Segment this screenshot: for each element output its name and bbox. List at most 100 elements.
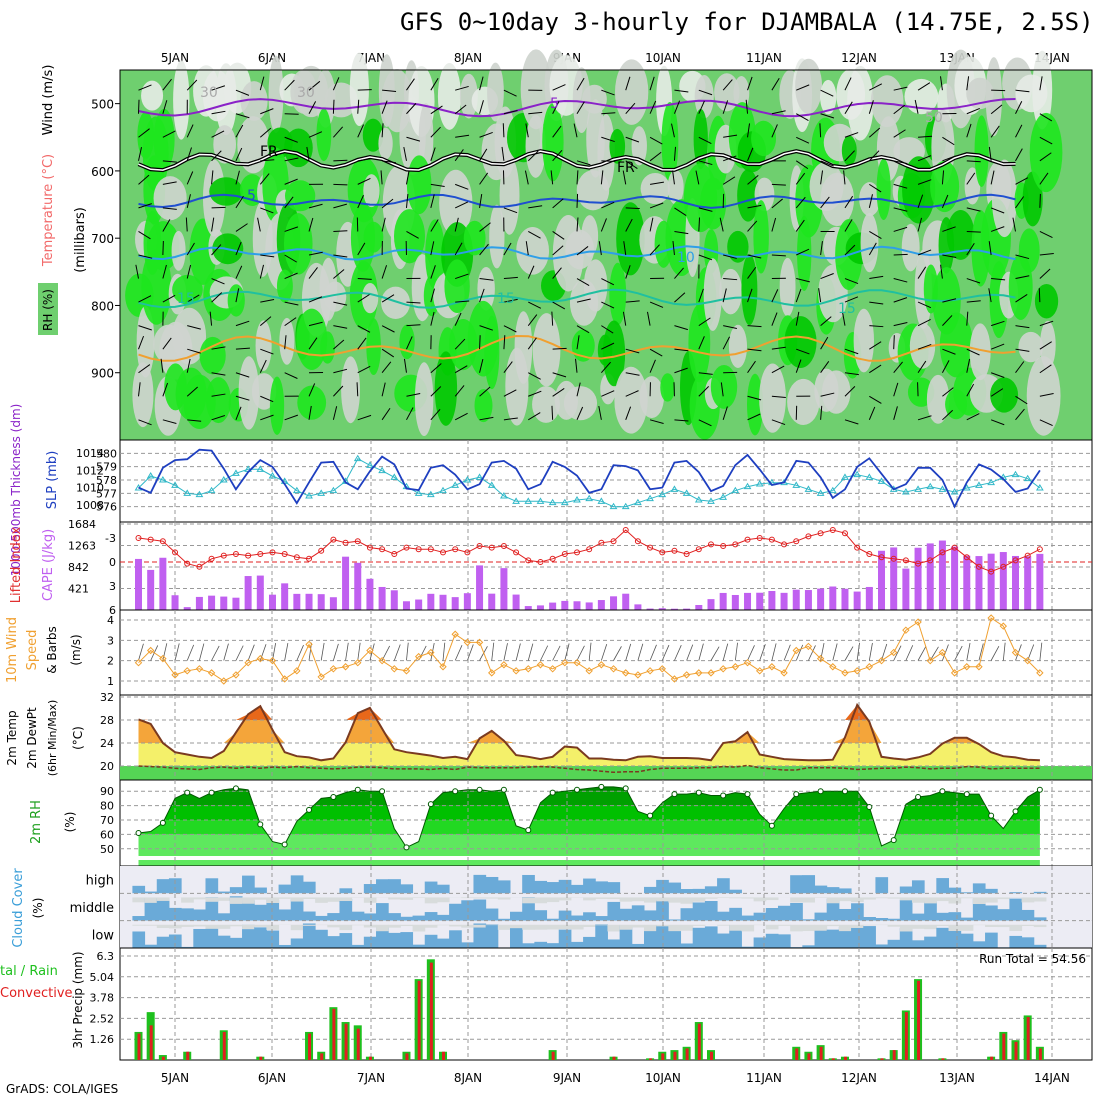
wind10m-barb xyxy=(711,647,719,661)
rh2m-point xyxy=(989,813,994,818)
rh-patch xyxy=(364,222,384,253)
cape-bar xyxy=(634,604,641,610)
pressure-tick-label: 500 xyxy=(91,98,114,112)
cloud-cover-bar xyxy=(1009,936,1022,948)
rh-patch xyxy=(615,59,648,125)
cloud-cover-bar xyxy=(400,917,413,921)
wind10m-axis-label-2: Speed xyxy=(25,630,40,671)
cloud-cover-bar xyxy=(510,928,523,948)
cloud-cover-bar xyxy=(400,932,413,948)
cape-bar xyxy=(513,595,520,610)
slp-tick-label: 1008 xyxy=(76,499,104,512)
cape-bar xyxy=(866,587,873,610)
cloud-mix xyxy=(632,897,645,901)
day-label-bottom: 10JAN xyxy=(645,1071,681,1085)
cloud-mix xyxy=(522,925,535,930)
cloud-mix xyxy=(705,897,718,898)
cloud-mix xyxy=(754,897,767,901)
cloud-cover-bar xyxy=(279,885,292,894)
precip-convective-bar xyxy=(832,1058,835,1060)
cloud-mix xyxy=(400,897,413,899)
rh2m-point xyxy=(526,828,531,833)
cape-bar xyxy=(744,593,751,610)
wind10m-barb xyxy=(638,644,643,661)
cloud-mix xyxy=(681,925,694,931)
wind10m-barb xyxy=(175,643,179,660)
cloud-mix xyxy=(583,925,596,927)
cloud-mix xyxy=(961,925,974,931)
cloud-mix xyxy=(145,925,158,926)
cloud-cover-bar xyxy=(595,924,608,948)
cloud-cover-bar xyxy=(595,916,608,921)
cloud-mix xyxy=(802,897,815,902)
cloud-mix xyxy=(863,897,876,899)
cloud-cover-bar xyxy=(425,912,438,921)
precip-convective-bar xyxy=(649,1058,652,1060)
rh-patch xyxy=(660,373,675,401)
precip-convective-bar xyxy=(941,1058,944,1060)
li-tick-label: 0 xyxy=(109,556,116,569)
cloud-cover-bar xyxy=(815,886,828,894)
wind10m-barb xyxy=(833,644,837,661)
cloud-cover-bar xyxy=(291,875,304,893)
cloud-mix xyxy=(717,925,730,926)
cape-bar xyxy=(598,600,605,610)
cape-bar xyxy=(915,548,922,610)
precip-convective-bar xyxy=(807,1053,810,1060)
wind10m-barb xyxy=(735,643,737,661)
rh-patch xyxy=(363,174,379,207)
cloud-cover-bar xyxy=(327,936,340,948)
rh2m-point xyxy=(404,845,409,850)
cloud-cover-bar xyxy=(534,942,547,948)
cloud-cover-bar xyxy=(327,913,340,921)
cloud-mix xyxy=(632,925,645,928)
cloud-cover-bar xyxy=(388,913,401,921)
cloud-mix xyxy=(230,897,243,903)
cloud-cover-bar xyxy=(315,930,328,948)
contour-label: 15 xyxy=(497,291,515,307)
cloud-cover-bar xyxy=(863,926,876,948)
cloud-cover-bar xyxy=(595,881,608,893)
precip-convective-bar xyxy=(138,1034,141,1060)
cloud-mix xyxy=(644,925,657,931)
rh2m-point xyxy=(258,822,263,827)
rh2m-point xyxy=(233,786,238,791)
cloud-cover-bar xyxy=(449,904,462,921)
precip-convective-bar xyxy=(710,1052,713,1060)
rh-patch xyxy=(474,389,492,422)
wind10m-barb xyxy=(358,643,360,661)
wind10m-axis-label-3: & Barbs xyxy=(45,626,59,674)
cape-bar xyxy=(732,595,739,610)
wind-tick-label: 3 xyxy=(107,634,114,647)
wind-barb xyxy=(163,241,164,255)
cloud-mix xyxy=(303,897,316,899)
cloud-mix xyxy=(912,897,925,902)
rh-patch xyxy=(542,103,563,181)
cloud-mix xyxy=(936,897,949,901)
rh-patch xyxy=(741,254,757,325)
cloud-cover-bar xyxy=(279,909,292,920)
cloud-cover-bar xyxy=(205,878,218,893)
cape-bar xyxy=(379,587,386,610)
rh-patch xyxy=(284,213,313,274)
rh-tick-label: 80 xyxy=(100,800,114,813)
day-label-bottom: 6JAN xyxy=(258,1071,286,1085)
cloud-mix xyxy=(924,925,937,929)
rh-tick-label: 50 xyxy=(100,843,114,856)
cloud-cover-bar xyxy=(607,939,620,948)
rh2m-point xyxy=(696,790,701,795)
precip-convective-bar xyxy=(881,1058,884,1060)
cloud-mix xyxy=(254,897,267,899)
cloud-cover-bar xyxy=(729,908,742,921)
cloud-cover-bar xyxy=(851,903,864,920)
wind10m-barb xyxy=(991,646,999,660)
cloud-mix xyxy=(413,897,426,898)
cape-bar xyxy=(817,589,824,610)
li-tick-label: 3 xyxy=(109,580,116,593)
cloud-cover-bar xyxy=(936,913,949,921)
rh-patch xyxy=(854,309,874,373)
cape-bar xyxy=(306,594,313,610)
rh2m-point xyxy=(331,794,336,799)
